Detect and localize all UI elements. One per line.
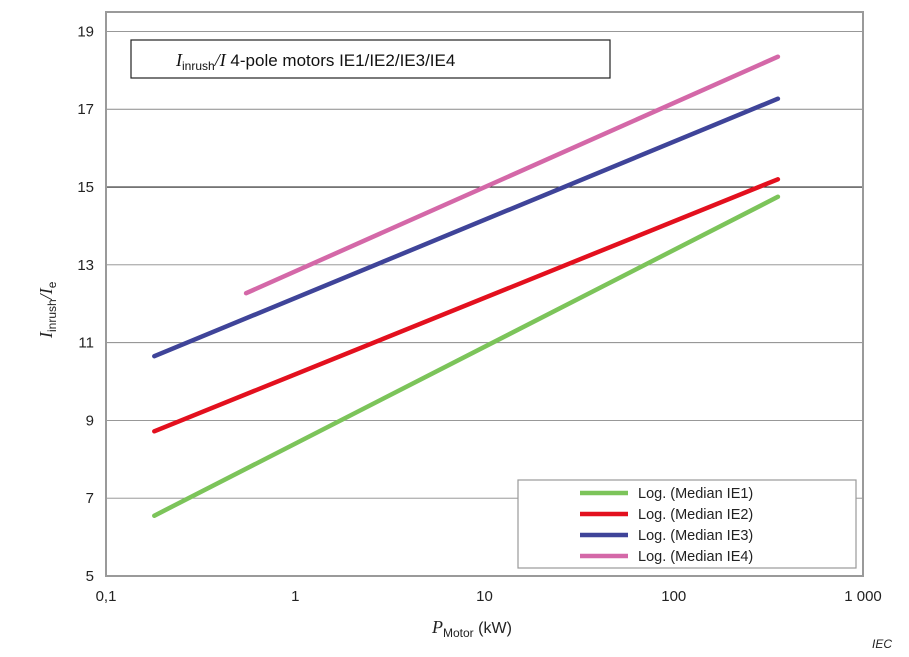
y-axis-den-sub: e xyxy=(45,281,59,288)
x-axis-title: PMotor (kW) xyxy=(431,617,512,640)
y-tick-label: 19 xyxy=(77,23,94,40)
x-tick-labels: 0,1 1 10 100 1 000 xyxy=(96,588,882,605)
y-tick-label: 9 xyxy=(86,412,94,429)
y-axis-symbol: I xyxy=(36,331,56,339)
legend-label: Log. (Median IE1) xyxy=(638,486,753,502)
series-line-ie1 xyxy=(152,194,781,518)
title-den-symbol: I xyxy=(219,50,227,70)
title-box xyxy=(130,39,611,79)
series-line-ie2 xyxy=(152,177,781,434)
x-tick-label: 10 xyxy=(476,588,493,605)
legend-label: Log. (Median IE2) xyxy=(638,507,753,523)
legend-label: Log. (Median IE3) xyxy=(638,528,753,544)
x-axis-symbol: P xyxy=(431,617,443,637)
x-axis-unit: (kW) xyxy=(474,620,512,637)
y-axis-title: Iinrush/Ie xyxy=(36,281,59,339)
y-axis-den-symbol: I xyxy=(36,287,56,295)
chart-title: Iinrush/I 4-pole motors IE1/IE2/IE3/IE4 xyxy=(175,50,455,73)
y-axis-sep: / xyxy=(36,292,56,300)
y-tick-label: 17 xyxy=(77,101,94,118)
grid-lines xyxy=(106,30,863,499)
series-line-ie4 xyxy=(243,54,781,296)
series-layer xyxy=(152,54,781,518)
legend: Log. (Median IE1) Log. (Median IE2) Log. (… xyxy=(517,479,857,569)
legend-box xyxy=(517,479,857,569)
y-tick-labels: 5 7 9 11 13 15 17 19 xyxy=(77,23,94,585)
title-sep: / xyxy=(214,50,222,70)
plot-frame xyxy=(105,11,864,577)
x-tick-label: 1 xyxy=(291,588,299,605)
x-axis-sub: Motor xyxy=(443,626,474,640)
y-tick-label: 11 xyxy=(78,335,94,352)
legend-label: Log. (Median IE4) xyxy=(638,549,753,565)
x-tick-label: 0,1 xyxy=(96,588,117,605)
y-tick-label: 13 xyxy=(77,257,94,274)
y-axis-sub: inrush xyxy=(45,299,59,332)
y-tick-label: 7 xyxy=(86,490,94,507)
y-tick-label: 15 xyxy=(77,179,94,196)
x-tick-label: 100 xyxy=(661,588,686,605)
title-num-sub: inrush xyxy=(182,59,215,73)
title-rest: 4-pole motors IE1/IE2/IE3/IE4 xyxy=(226,51,456,70)
y-tick-label: 5 xyxy=(86,568,94,585)
series-line-ie3 xyxy=(152,96,781,359)
title-num-symbol: I xyxy=(175,50,183,70)
source-tag: IEC xyxy=(872,637,892,651)
x-tick-label: 1 000 xyxy=(844,588,882,605)
